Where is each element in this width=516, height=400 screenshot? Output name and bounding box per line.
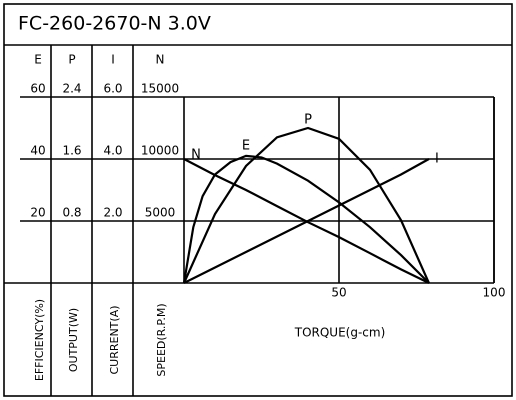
- axis-name: E: [34, 53, 42, 67]
- axis-label: EFFICIENCY(%): [33, 299, 46, 381]
- y-tick-label: 15000: [141, 82, 179, 96]
- y-tick-label: 2.4: [62, 82, 81, 96]
- y-tick-label: 40: [30, 144, 45, 158]
- y-tick-label: 6.0: [103, 82, 122, 96]
- axis-label: SPEED(R.P.M): [155, 303, 168, 376]
- x-axis-label: TORQUE(g-cm): [294, 326, 386, 340]
- frame: [3, 3, 513, 397]
- y-tick-label: 20: [30, 206, 45, 220]
- y-tick-label: 60: [30, 82, 45, 96]
- axis-label: OUTPUT(W): [67, 308, 80, 372]
- y-tick-label: 1.6: [62, 144, 81, 158]
- y-tick-label: 0.8: [62, 206, 81, 220]
- y-tick-label: 4.0: [103, 144, 122, 158]
- axis-name: N: [156, 53, 165, 67]
- series-label: N: [191, 148, 201, 163]
- axis-name: I: [111, 53, 115, 67]
- y-tick-label: 5000: [145, 206, 176, 220]
- axis-name: P: [68, 53, 75, 67]
- chart-title: FC-260-2670-N 3.0V: [18, 13, 211, 35]
- axis-label: CURRENT(A): [108, 305, 121, 374]
- curve: [182, 154, 430, 284]
- curve: [182, 126, 430, 284]
- curve: [183, 158, 430, 284]
- x-tick-label: 50: [331, 286, 346, 300]
- series-label: E: [242, 138, 250, 153]
- x-tick-label: 100: [483, 286, 506, 300]
- series-label: I: [435, 152, 439, 167]
- y-tick-label: 10000: [141, 144, 179, 158]
- y-tick-label: 2.0: [103, 206, 122, 220]
- series-label: P: [304, 113, 312, 128]
